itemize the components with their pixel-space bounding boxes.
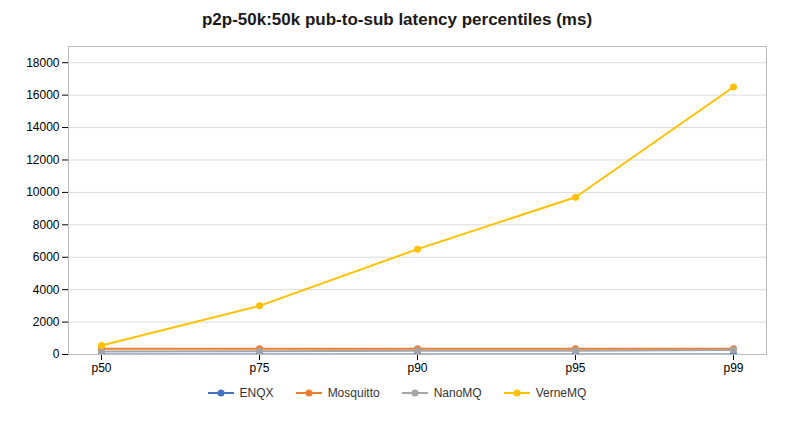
svg-text:8000: 8000 [33, 218, 60, 232]
html-text:VerneMQ: VerneMQ [535, 386, 587, 400]
svg-text:12000: 12000 [26, 153, 60, 167]
svg-text:2000: 2000 [33, 315, 60, 329]
svg-text:0: 0 [53, 347, 60, 361]
svg-text:16000: 16000 [26, 88, 60, 102]
svg-text:6000: 6000 [33, 250, 60, 264]
svg-text:p50: p50 [91, 361, 111, 375]
svg-text:p90: p90 [407, 361, 427, 375]
svg-text:10000: 10000 [26, 185, 60, 199]
html-text:p2p-50k:50k pub-to-sub latency: p2p-50k:50k pub-to-sub latency percentil… [201, 10, 593, 29]
svg-text:4000: 4000 [33, 282, 60, 296]
svg-text:18000: 18000 [26, 56, 60, 70]
html-text:Mosquitto: Mosquitto [327, 386, 380, 400]
html-text:NanoMQ: NanoMQ [433, 386, 482, 400]
svg-text:p75: p75 [249, 361, 269, 375]
svg-text:p95: p95 [565, 361, 585, 375]
html-text:ENQX: ENQX [239, 386, 274, 400]
svg-text:p99: p99 [723, 361, 743, 375]
svg-text:14000: 14000 [26, 120, 60, 134]
